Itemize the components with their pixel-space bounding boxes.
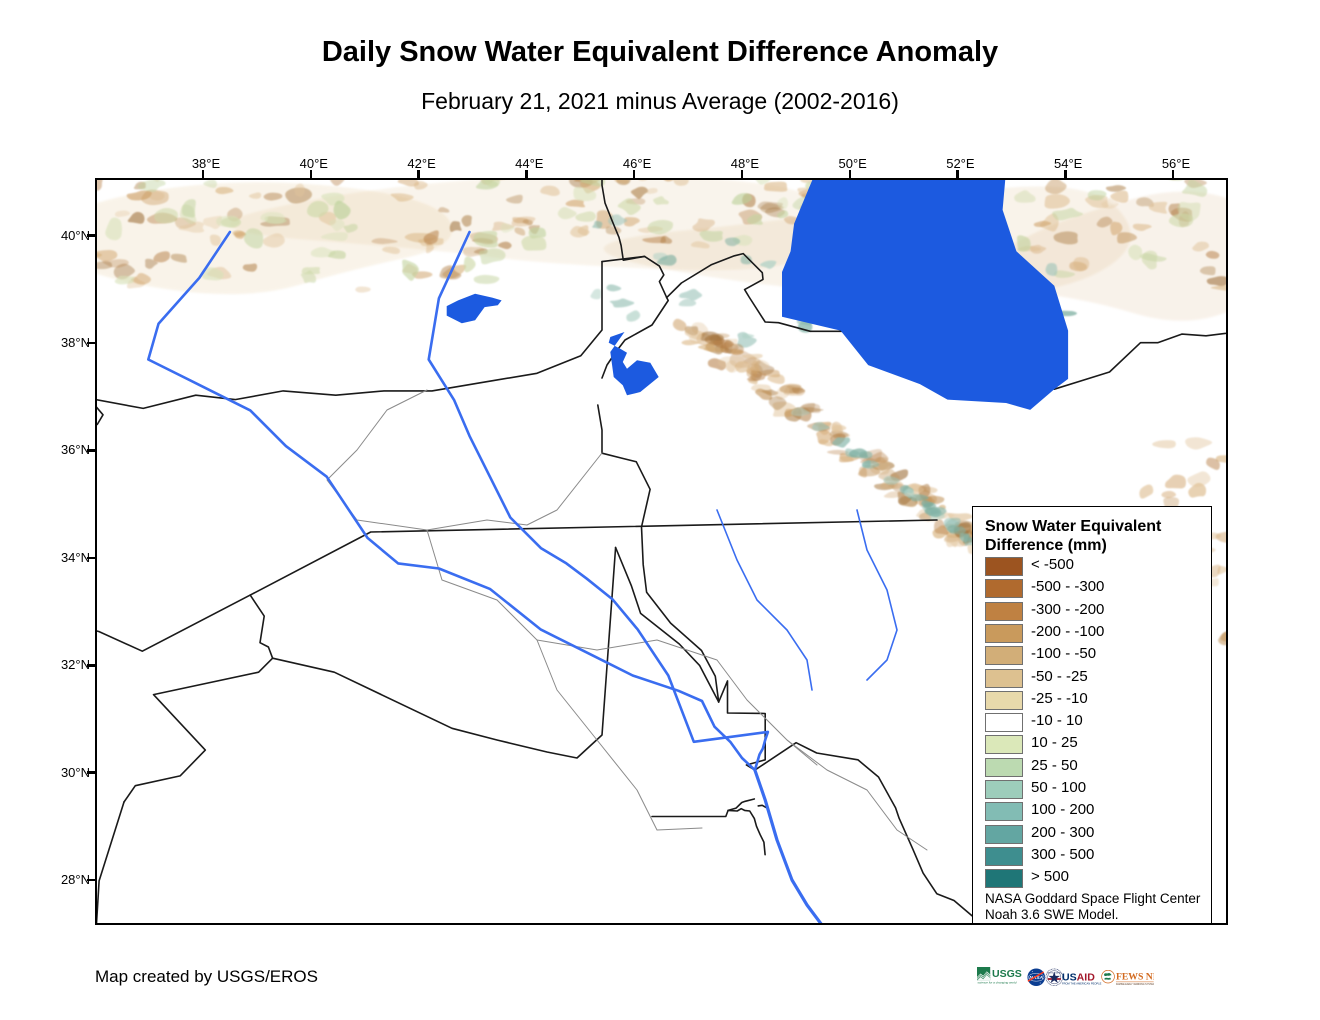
svg-text:FAMINE EARLY WARNING SYSTEMS N: FAMINE EARLY WARNING SYSTEMS NETWORK [1116, 983, 1154, 986]
svg-text:USGS: USGS [992, 968, 1022, 980]
svg-text:science for a changing world: science for a changing world [977, 980, 1016, 984]
svg-text:UNITED STATES: UNITED STATES [1047, 971, 1062, 974]
svg-text:FEWS NET: FEWS NET [1116, 972, 1154, 983]
svg-text:FROM THE AMERICAN PEOPLE: FROM THE AMERICAN PEOPLE [1062, 982, 1102, 986]
